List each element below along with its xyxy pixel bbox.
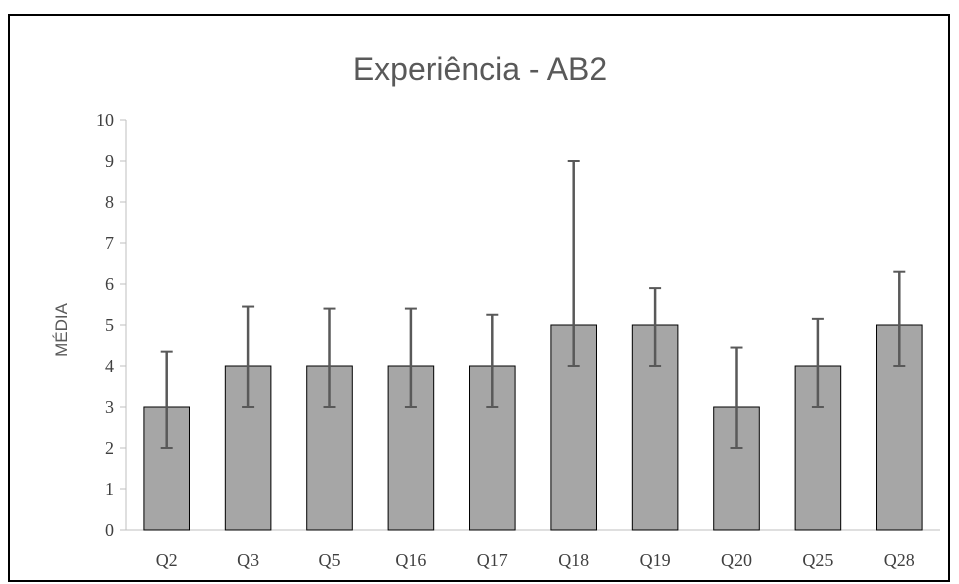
x-tick-label: Q18 [558, 550, 589, 570]
error-bar-q20 [730, 346, 743, 449]
y-tick-label: 0 [105, 520, 114, 540]
error-bar-q16 [404, 307, 417, 408]
y-tick-label: 10 [96, 110, 114, 130]
error-bars-group [160, 160, 906, 449]
y-tick-label: 5 [105, 315, 114, 335]
x-tick-label: Q3 [237, 550, 259, 570]
error-bar-q19 [649, 287, 662, 367]
y-tick-label: 1 [105, 479, 114, 499]
error-bar-q5 [323, 307, 336, 408]
x-tick-label: Q2 [156, 550, 178, 570]
y-tick-label: 9 [105, 151, 114, 171]
x-tick-label: Q25 [802, 550, 833, 570]
y-tick-label: 3 [105, 397, 114, 417]
error-bar-q2 [160, 350, 173, 449]
y-tick-label: 2 [105, 438, 114, 458]
error-bar-q18 [567, 160, 580, 367]
y-tick-label: 4 [105, 356, 114, 376]
bar-q16 [387, 365, 435, 531]
y-tick-label: 8 [105, 192, 114, 212]
error-bar-q3 [242, 305, 255, 408]
y-tick-label: 7 [105, 233, 114, 253]
x-tick-label: Q20 [721, 550, 752, 570]
x-tick-label: Q17 [477, 550, 508, 570]
chart-title: Experiência - AB2 [353, 51, 607, 87]
y-axis-label: MÉDIA [52, 302, 71, 357]
x-tick-label: Q28 [884, 550, 915, 570]
error-bar-q28 [893, 270, 906, 367]
x-tick-label: Q16 [395, 550, 426, 570]
x-tick-label: Q5 [319, 550, 341, 570]
bar-q20 [713, 406, 760, 531]
y-tick-label: 6 [105, 274, 114, 294]
error-bar-q17 [486, 313, 499, 408]
bars-group [143, 324, 923, 531]
x-tick-label: Q19 [640, 550, 671, 570]
error-bar-q25 [811, 317, 824, 408]
